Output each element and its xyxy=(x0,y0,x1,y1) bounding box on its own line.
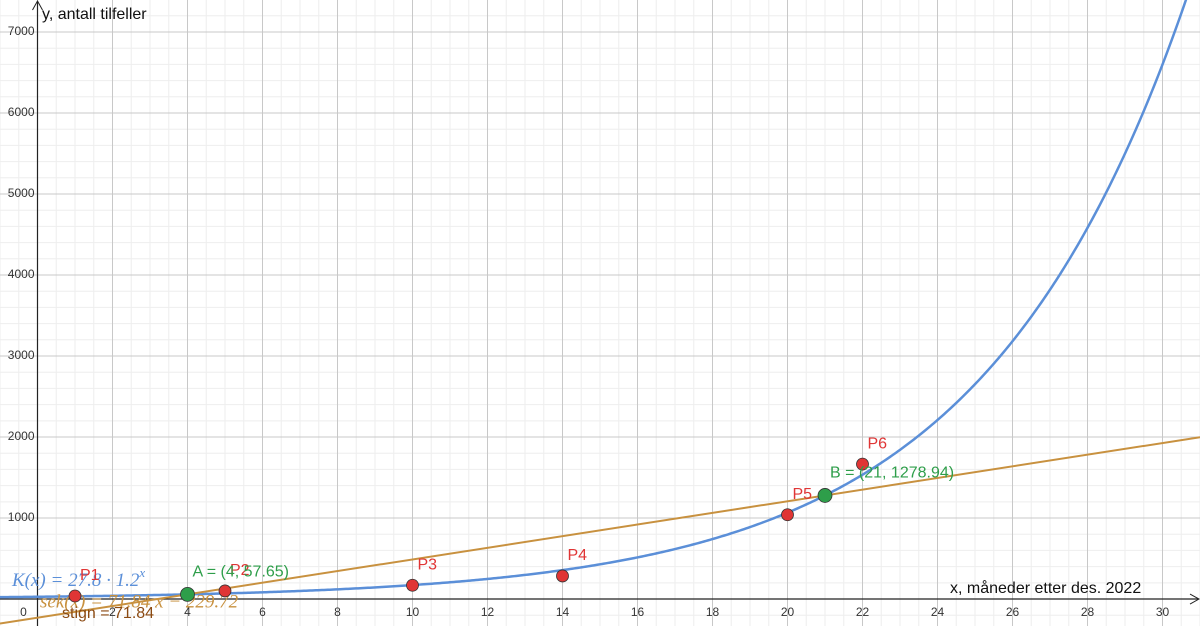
point-label: P3 xyxy=(418,556,438,573)
x-tick-label: 2 xyxy=(109,605,116,619)
point-label: P6 xyxy=(868,435,888,452)
secant-line xyxy=(0,436,1200,625)
x-tick-label: 14 xyxy=(556,605,570,619)
x-tick-label: 0 xyxy=(20,605,27,619)
point-label: P1 xyxy=(80,567,100,584)
point xyxy=(817,488,833,503)
x-tick-label: 16 xyxy=(631,605,645,619)
x-axis-title: x, måneder etter des. 2022 xyxy=(950,579,1141,597)
point xyxy=(68,589,82,603)
y-tick-label: 5000 xyxy=(8,186,35,200)
point xyxy=(406,578,419,592)
point-label: A = (4, 57.65) xyxy=(193,564,290,581)
point xyxy=(180,586,195,602)
y-tick-label: 6000 xyxy=(8,105,35,119)
point xyxy=(556,569,569,583)
point-label: P5 xyxy=(793,486,813,503)
exponential-curve xyxy=(0,0,1188,599)
function-label-exponent: x xyxy=(138,565,145,580)
y-tick-label: 7000 xyxy=(8,24,35,38)
x-tick-label: 24 xyxy=(931,605,945,619)
y-tick-label: 2000 xyxy=(8,429,35,443)
x-tick-label: 30 xyxy=(1156,605,1170,619)
point-label: P4 xyxy=(568,547,588,564)
x-tick-label: 12 xyxy=(481,605,495,619)
y-tick-label: 4000 xyxy=(8,267,35,281)
y-axis-arrow xyxy=(32,0,43,11)
point-label: B = (21, 1278.94) xyxy=(830,465,954,482)
x-tick-label: 18 xyxy=(706,605,720,619)
y-tick-label: 3000 xyxy=(8,348,35,362)
x-tick-label: 28 xyxy=(1081,605,1095,619)
x-tick-label: 26 xyxy=(1006,605,1020,619)
x-tick-label: 4 xyxy=(184,605,191,619)
point xyxy=(218,584,232,598)
function-label: K(x) = 27.8 · 1.2x xyxy=(11,565,145,591)
x-tick-label: 20 xyxy=(781,605,795,619)
points: P1 P2 P3 P4 P5 P6 A = (4, 57.65) B = (21, 1278.… xyxy=(68,435,954,603)
slope-label: stign = 71.84 xyxy=(62,605,154,622)
point xyxy=(856,457,869,471)
point-label: P2 xyxy=(230,562,250,579)
x-tick-label: 8 xyxy=(334,605,341,619)
y-axis-title: y, antall tilfeller xyxy=(42,6,147,23)
x-tick-label: 22 xyxy=(856,605,870,619)
x-tick-label: 6 xyxy=(259,605,266,619)
x-axis-arrow xyxy=(1189,593,1200,605)
x-tick-label: 10 xyxy=(406,605,420,619)
point xyxy=(781,508,794,522)
y-tick-label: 1000 xyxy=(8,510,35,524)
function-label-text: K(x) = 27.8 · 1.2 xyxy=(11,570,140,591)
